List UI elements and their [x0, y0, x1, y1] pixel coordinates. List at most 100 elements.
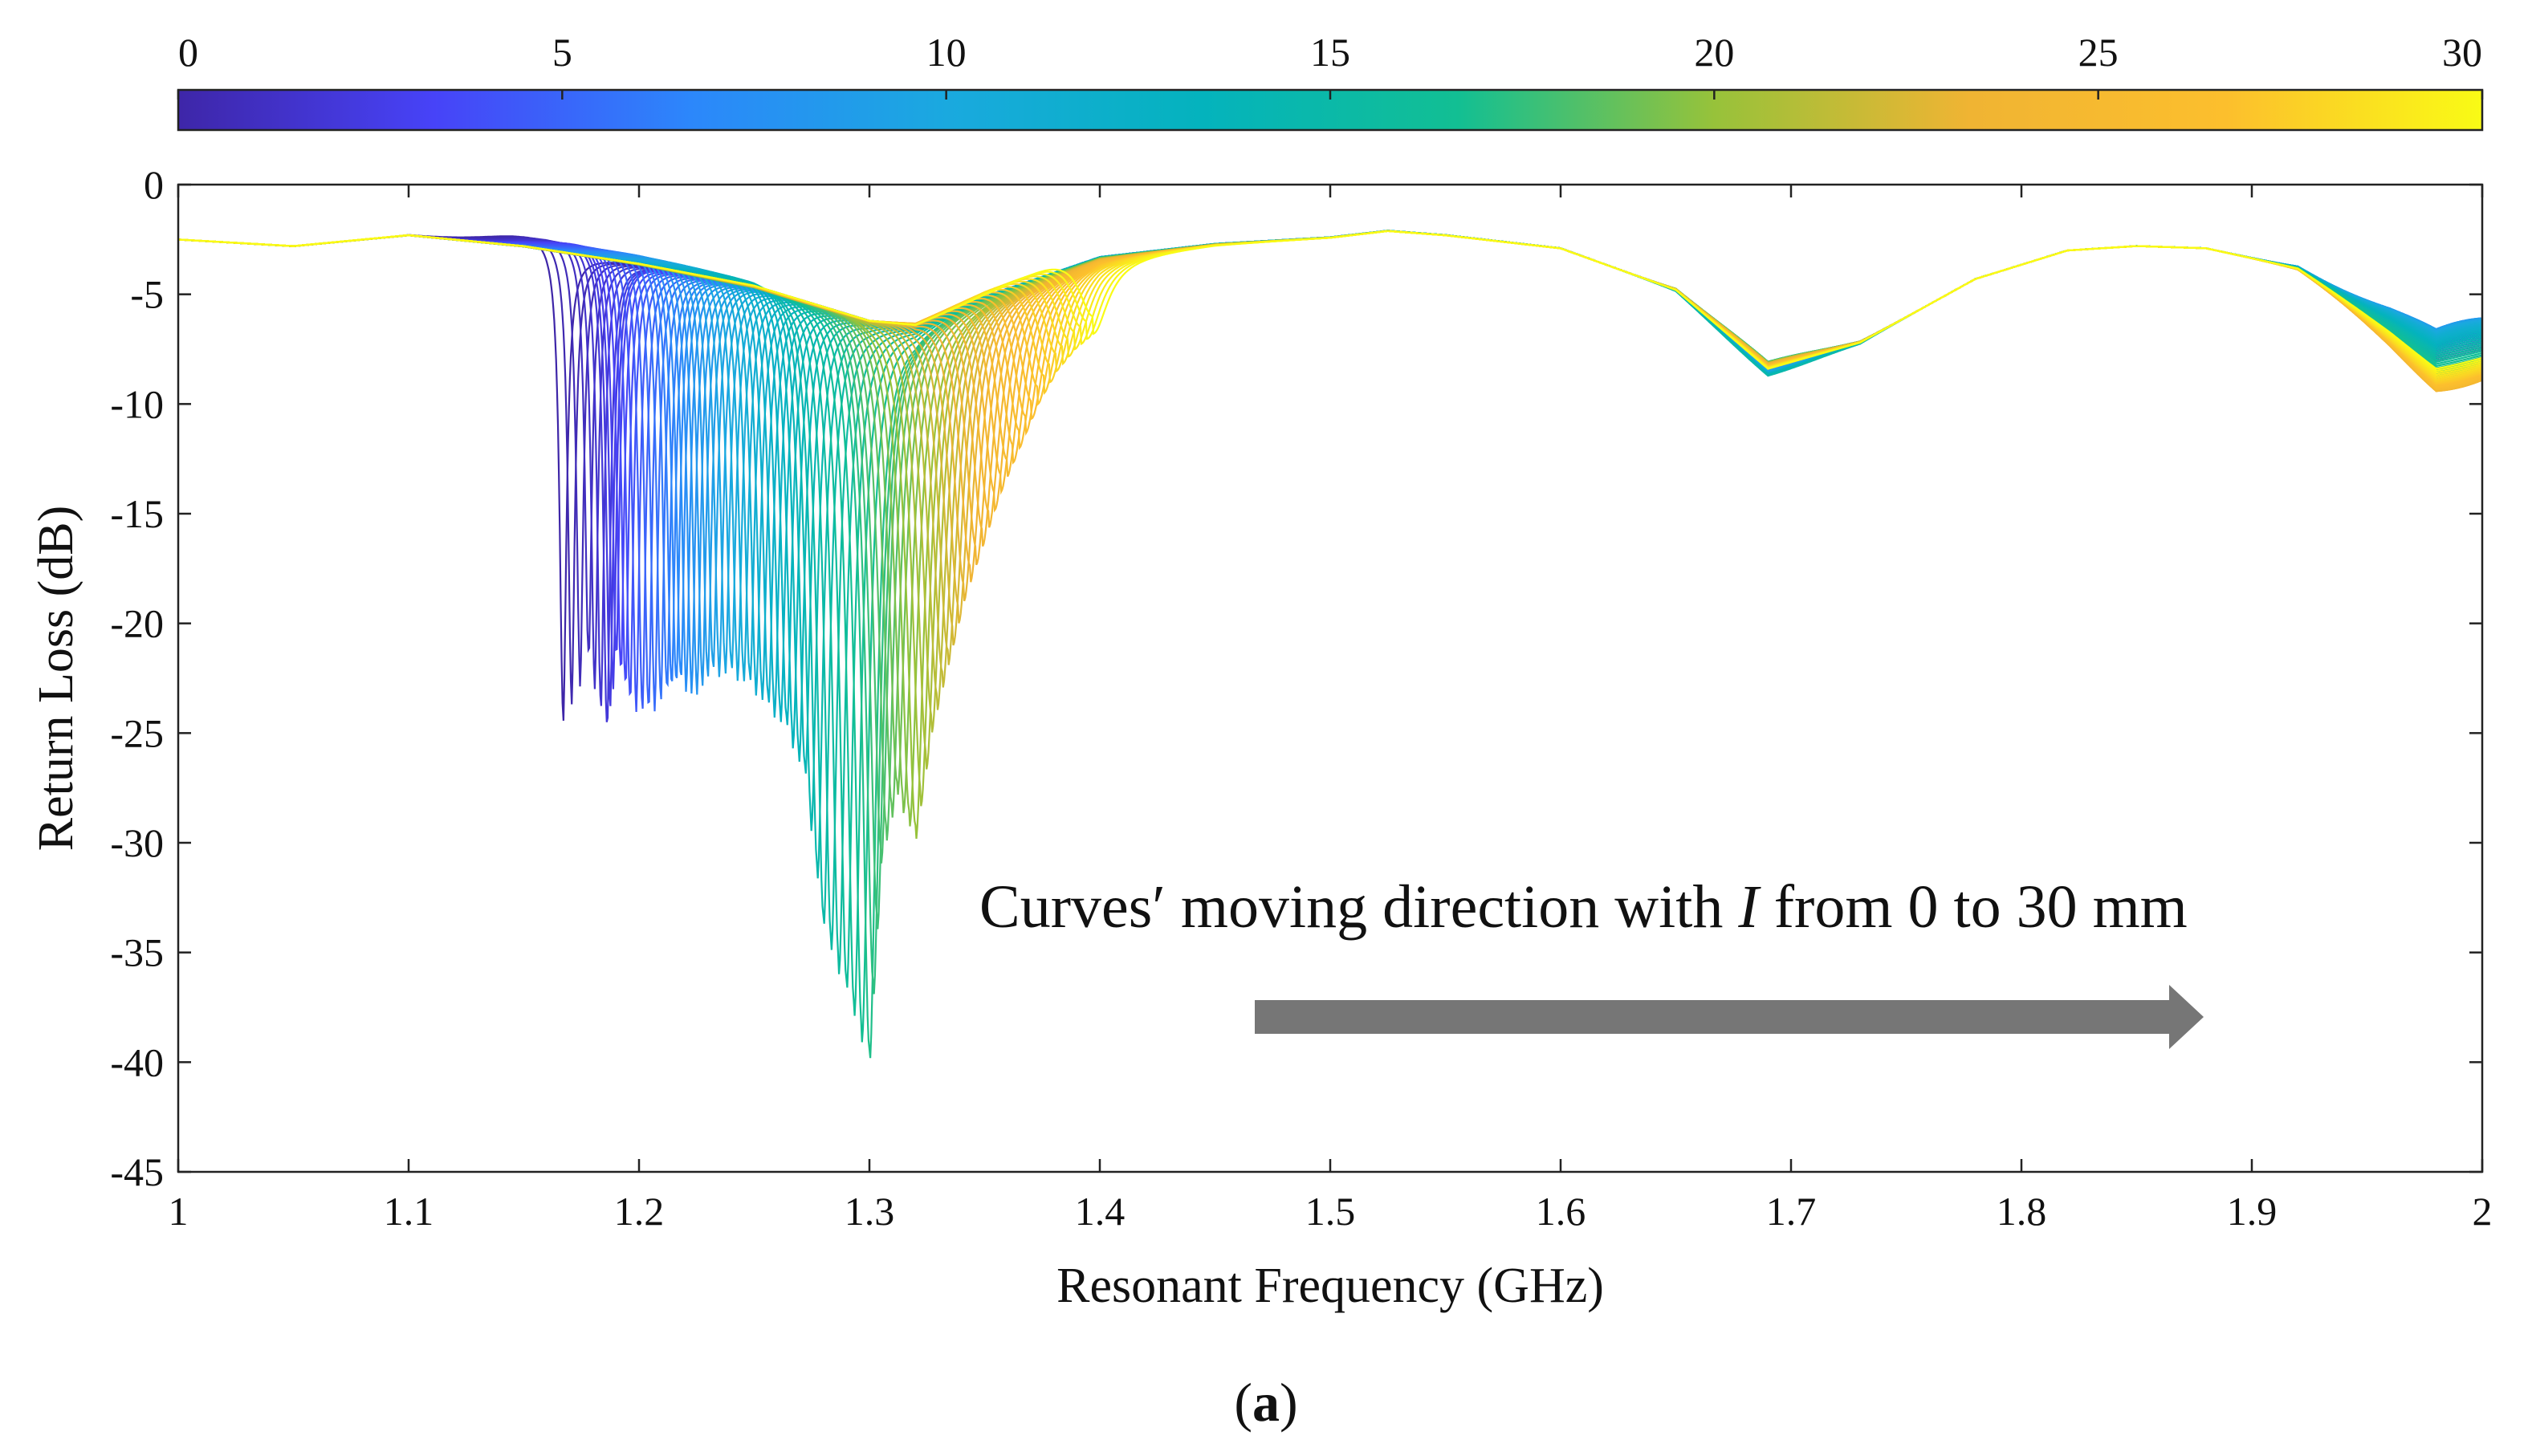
return-loss-curve	[178, 231, 2482, 712]
return-loss-curve	[178, 231, 2482, 694]
return-loss-curve	[178, 231, 2482, 718]
return-loss-curve	[178, 231, 2482, 667]
return-loss-curve	[178, 231, 2482, 382]
return-loss-curve	[178, 231, 2482, 721]
return-loss-curve	[178, 231, 2482, 705]
return-loss-curve	[178, 231, 2482, 713]
return-loss-curve	[178, 231, 2482, 392]
return-loss-curve	[178, 231, 2482, 703]
x-tick-label: 1.6	[1536, 1189, 1586, 1234]
caption-open: (	[1234, 1372, 1252, 1433]
return-loss-curve	[178, 231, 2482, 681]
return-loss-curve	[178, 231, 2482, 650]
colorbar-tick-label: 25	[2078, 30, 2119, 75]
y-axis-ticks: 0-5-10-15-20-25-30-35-40-45	[110, 162, 2482, 1194]
y-tick-label: -25	[110, 710, 164, 755]
return-loss-curve	[178, 231, 2482, 678]
return-loss-curve	[178, 231, 2482, 694]
return-loss-curve	[178, 231, 2482, 770]
return-loss-curve	[178, 231, 2482, 840]
x-tick-label: 1	[169, 1189, 189, 1234]
return-loss-curve	[178, 231, 2482, 527]
plot-area: 1 1.1 1.2 1.3 1.4 1.5 1.6 1.7 1.8 1.9 2 0-5-10-15-…	[110, 162, 2492, 1234]
arrow-head	[2169, 985, 2204, 1049]
x-tick-label: 1.9	[2227, 1189, 2278, 1234]
return-loss-curve	[178, 231, 2482, 681]
return-loss-curve	[178, 231, 2482, 722]
return-loss-curve	[178, 231, 2482, 419]
colorbar-tick-label: 15	[1310, 30, 1350, 75]
return-loss-curve	[178, 231, 2482, 703]
return-loss-curve	[178, 231, 2482, 677]
x-tick-label: 1.3	[845, 1189, 895, 1234]
return-loss-curve	[178, 231, 2482, 774]
return-loss-curve	[178, 231, 2482, 722]
return-loss-curve	[178, 231, 2482, 448]
return-loss-curve	[178, 231, 2482, 547]
return-loss-curve	[178, 231, 2482, 974]
return-loss-curve	[178, 231, 2482, 700]
return-loss-curve	[178, 231, 2482, 601]
x-tick-label: 1.5	[1305, 1189, 1356, 1234]
return-loss-curve	[178, 231, 2482, 510]
return-loss-curve	[178, 231, 2482, 624]
return-loss-curve	[178, 231, 2482, 375]
y-tick-label: 0	[144, 162, 164, 207]
return-loss-curve	[178, 231, 2482, 404]
y-tick-label: -40	[110, 1039, 164, 1084]
colorbar: 0 5 10 15 20 25 30	[178, 30, 2482, 130]
x-axis-title: Resonant Frequency (GHz)	[1056, 1259, 1604, 1313]
x-tick-label: 1.1	[384, 1189, 434, 1234]
return-loss-curve	[178, 231, 2482, 679]
colorbar-tick-label: 10	[926, 30, 967, 75]
y-tick-label: -15	[110, 491, 164, 536]
return-loss-curve	[178, 231, 2482, 677]
return-loss-curve	[178, 231, 2482, 924]
caption-close: )	[1280, 1372, 1298, 1433]
annotation-text-end: from 0 to 30 mm	[1759, 873, 2188, 941]
return-loss-curve	[178, 231, 2482, 565]
direction-arrow	[1255, 985, 2204, 1049]
x-tick-label: 1.8	[1997, 1189, 2047, 1234]
return-loss-curve	[178, 231, 2482, 879]
return-loss-curve	[178, 231, 2482, 462]
colorbar-tick-label: 20	[1694, 30, 1734, 75]
return-loss-curve	[178, 231, 2482, 675]
annotation-text-start: Curves′ moving direction with	[979, 873, 1738, 941]
return-loss-curve	[178, 231, 2482, 688]
return-loss-curve	[178, 231, 2482, 376]
return-loss-curve	[178, 231, 2482, 726]
return-loss-curve	[178, 231, 2482, 369]
return-loss-curve	[178, 231, 2482, 372]
return-loss-curve	[178, 231, 2482, 795]
direction-annotation: Curves′ moving direction with I from 0 t…	[979, 873, 2188, 941]
return-loss-curve	[178, 231, 2482, 695]
caption-letter: a	[1252, 1372, 1280, 1433]
return-loss-curve	[178, 231, 2482, 749]
return-loss-curve	[178, 231, 2482, 378]
return-loss-curve	[178, 231, 2482, 700]
arrow-shaft	[1255, 1000, 2172, 1034]
return-loss-curve	[178, 231, 2482, 818]
y-tick-label: -10	[110, 381, 164, 426]
y-tick-label: -5	[130, 272, 164, 317]
return-loss-curve	[178, 231, 2482, 687]
return-loss-curve	[178, 231, 2482, 686]
return-loss-curve	[178, 231, 2482, 696]
return-loss-curve	[178, 231, 2482, 674]
return-loss-curve	[178, 231, 2482, 710]
return-loss-curve	[178, 231, 2482, 689]
return-loss-curve	[178, 231, 2482, 827]
y-axis-title: Return Loss (dB)	[29, 506, 83, 852]
colorbar-tick-label: 5	[552, 30, 572, 75]
return-loss-curve	[178, 231, 2482, 839]
x-tick-label: 1.2	[614, 1189, 665, 1234]
return-loss-curve	[178, 231, 2482, 763]
x-tick-label: 1.4	[1075, 1189, 1126, 1234]
return-loss-curve	[178, 231, 2482, 813]
y-tick-label: -45	[110, 1149, 164, 1194]
return-loss-curve	[178, 231, 2482, 832]
return-loss-curve	[178, 231, 2482, 669]
colorbar-tick-label: 0	[178, 30, 198, 75]
